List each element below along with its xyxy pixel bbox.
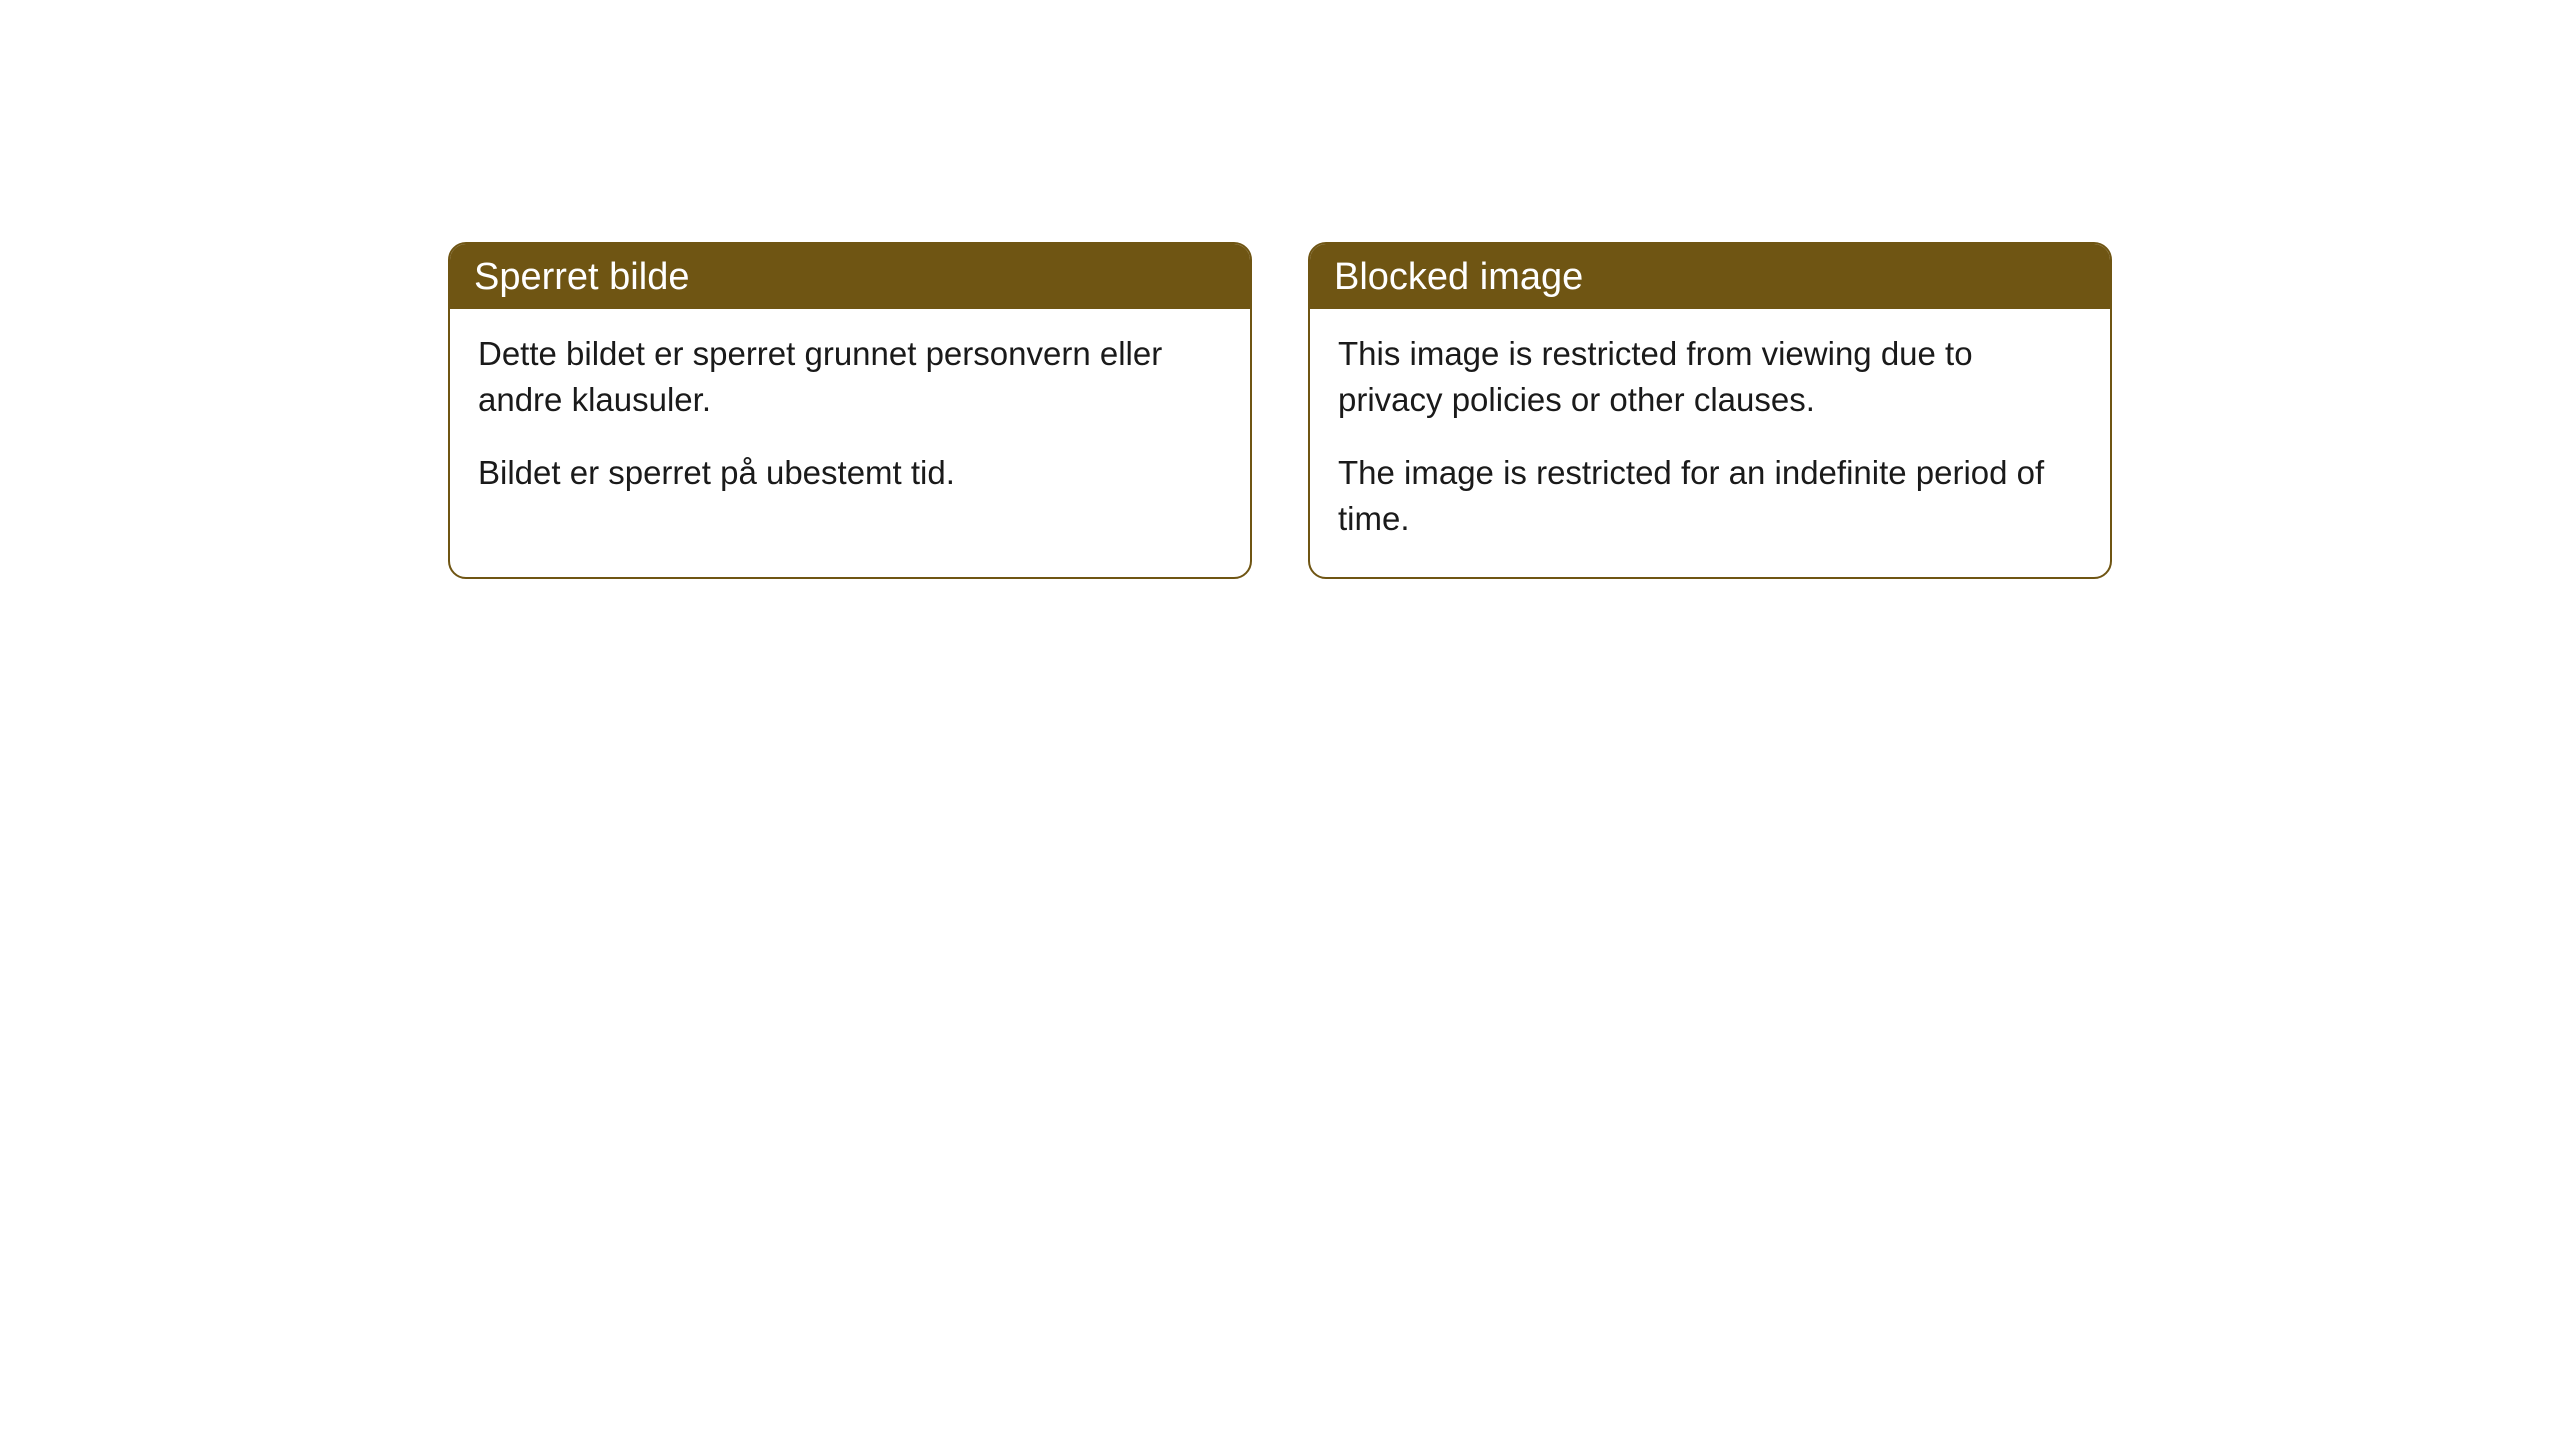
blocked-image-card-en: Blocked image This image is restricted f… (1308, 242, 2112, 579)
card-paragraph: Bildet er sperret på ubestemt tid. (478, 450, 1222, 496)
card-paragraph: Dette bildet er sperret grunnet personve… (478, 331, 1222, 422)
card-paragraph: The image is restricted for an indefinit… (1338, 450, 2082, 541)
card-title: Sperret bilde (450, 244, 1250, 309)
card-title: Blocked image (1310, 244, 2110, 309)
card-body: This image is restricted from viewing du… (1310, 309, 2110, 577)
notice-cards-container: Sperret bilde Dette bildet er sperret gr… (0, 0, 2560, 579)
card-body: Dette bildet er sperret grunnet personve… (450, 309, 1250, 532)
blocked-image-card-no: Sperret bilde Dette bildet er sperret gr… (448, 242, 1252, 579)
card-paragraph: This image is restricted from viewing du… (1338, 331, 2082, 422)
